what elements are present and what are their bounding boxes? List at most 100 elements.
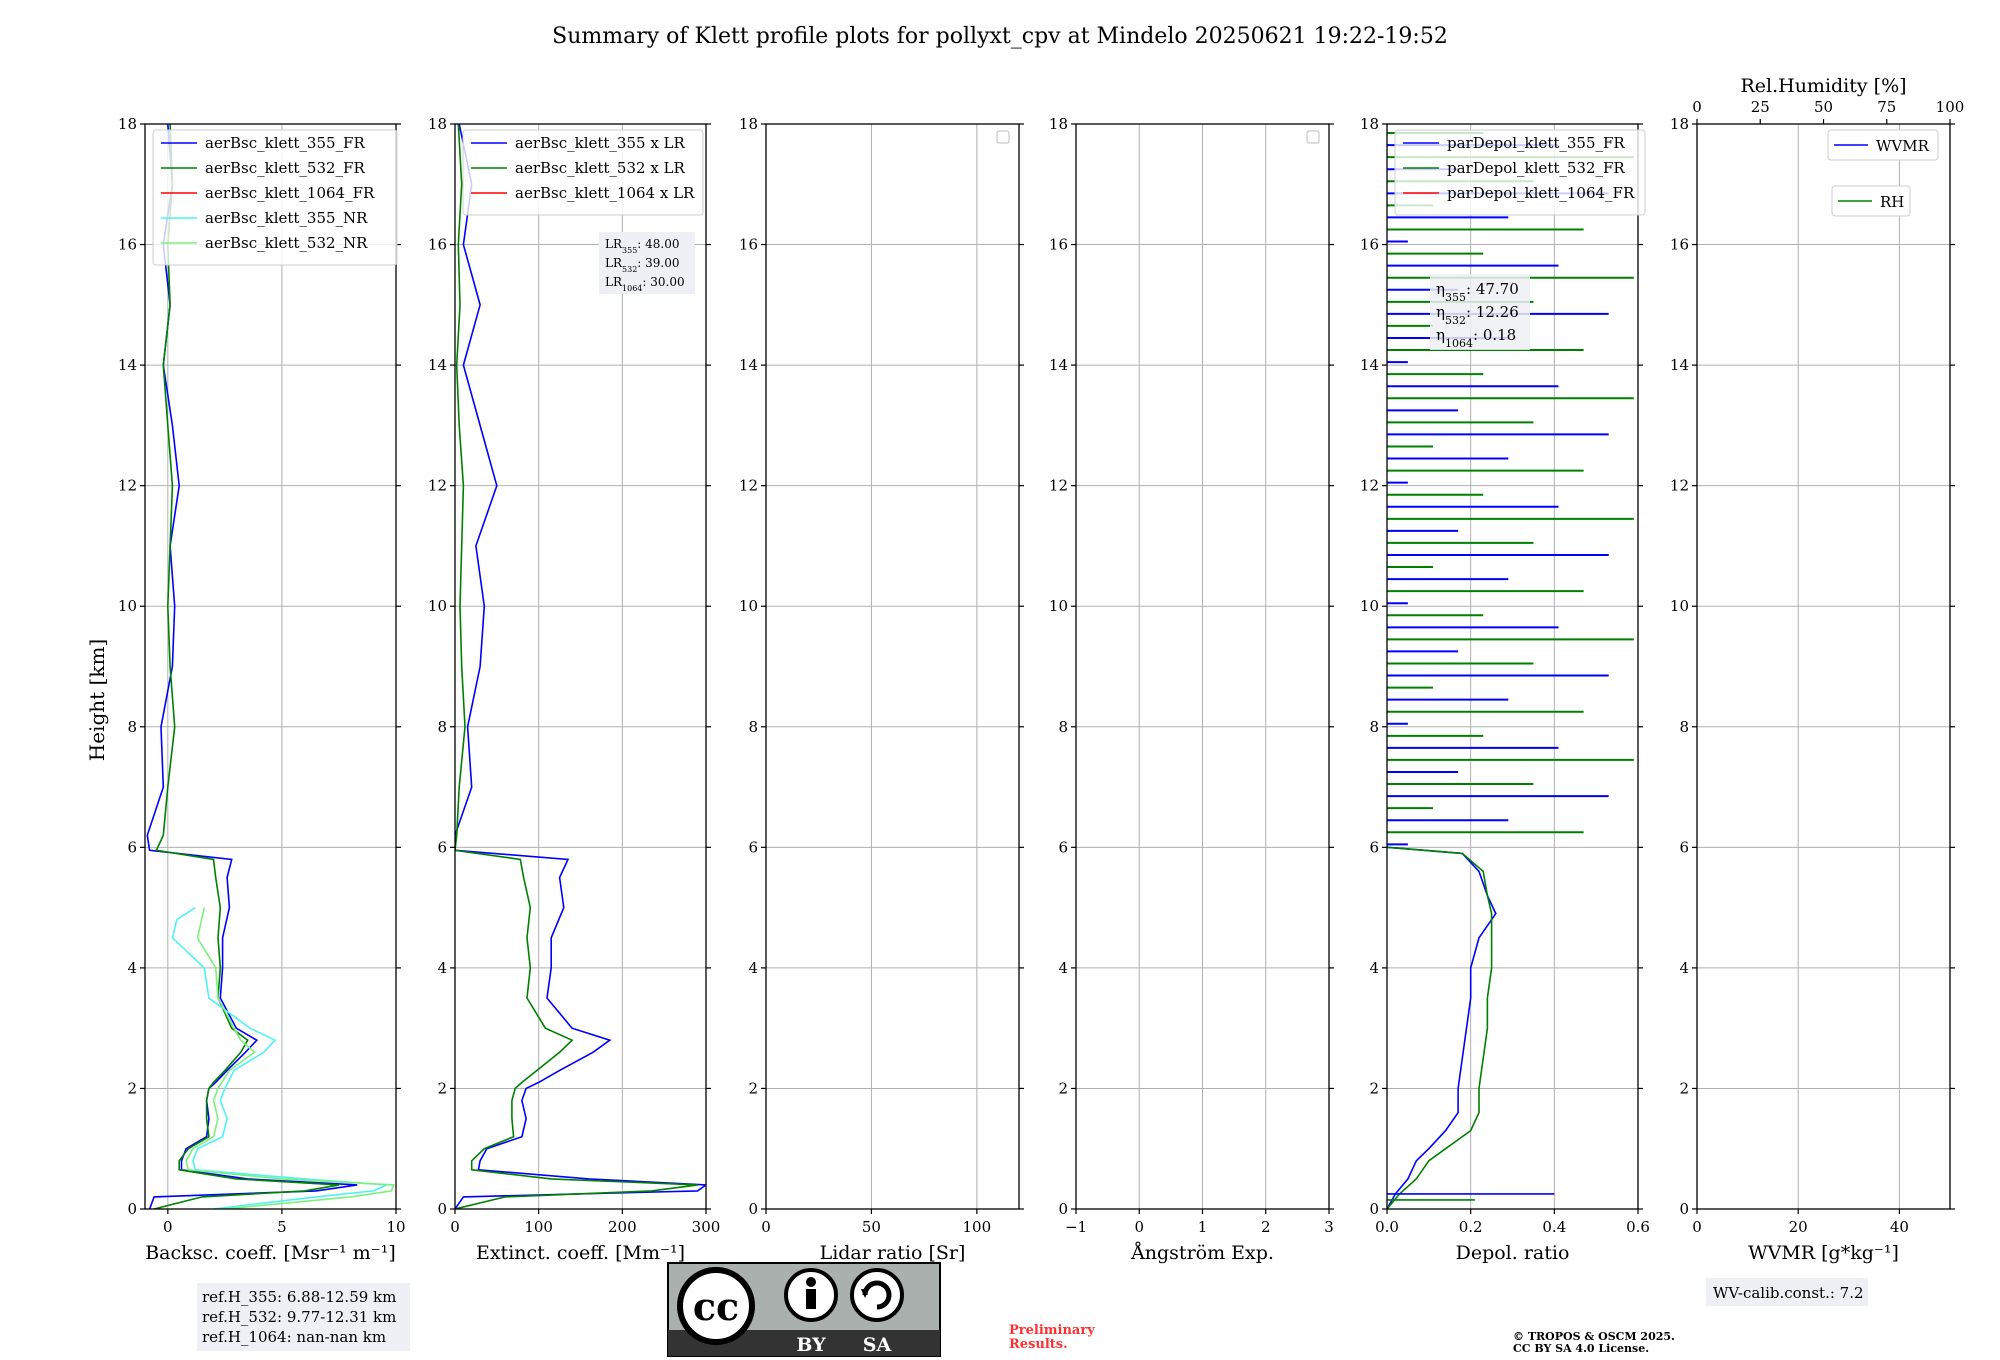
- y-tick-label: 14: [1360, 356, 1379, 374]
- y-tick-label: 4: [748, 959, 758, 977]
- y-tick-label: 18: [1049, 115, 1068, 133]
- x-tick-label: 3: [1324, 1218, 1334, 1236]
- y-tick-label: 10: [428, 597, 447, 615]
- copyright-text-1: © TROPOS & OSCM 2025.: [1513, 1330, 1675, 1343]
- y-tick-label: 10: [739, 597, 758, 615]
- x-axis-label: Depol. ratio: [1456, 1242, 1570, 1264]
- figure-title: Summary of Klett profile plots for polly…: [552, 24, 1448, 49]
- axes-frame: [1386, 123, 1639, 1210]
- annotation-box: [599, 232, 695, 294]
- annotation-text: WV-calib.const.: 7.2: [1713, 1284, 1864, 1302]
- series-line: [455, 124, 706, 1209]
- y-tick-label: 18: [1670, 115, 1689, 133]
- axes-frame: [144, 123, 397, 1210]
- y-tick-label: 8: [437, 718, 447, 736]
- legend-label: aerBsc_klett_532_FR: [205, 159, 365, 177]
- legend-label: aerBsc_klett_355_FR: [205, 134, 365, 152]
- x-tick-label: 10: [386, 1218, 405, 1236]
- x-tick-label: 0: [450, 1218, 460, 1236]
- y-tick-label: 2: [437, 1079, 447, 1097]
- cc-icon: [677, 1267, 755, 1345]
- x-axis-label: WVMR [g*kg⁻¹]: [1748, 1242, 1899, 1264]
- y-tick-label: 2: [1058, 1079, 1068, 1097]
- series-line: [1387, 846, 1493, 1209]
- x-tick-label: 0: [761, 1218, 771, 1236]
- panel-ext: 0 2 4 6 8 10 12 14 16 18 0 100 200 300 Extinct. coeff.…: [428, 115, 720, 1264]
- legend-label: aerBsc_klett_355 x LR: [515, 134, 686, 152]
- x-tick-label: 200: [608, 1218, 637, 1236]
- legend-label: parDepol_klett_355_FR: [1447, 134, 1625, 152]
- y-tick-label: 4: [1679, 959, 1689, 977]
- y-tick-label: 14: [428, 356, 447, 374]
- x-tick-label: 0.4: [1542, 1218, 1566, 1236]
- top-axis-label: Rel.Humidity [%]: [1740, 75, 1906, 97]
- annotation-text: ref.H_532: 9.77-12.31 km: [202, 1308, 396, 1326]
- legend-label: aerBsc_klett_532 x LR: [515, 159, 686, 177]
- y-tick-label: 12: [118, 477, 137, 495]
- x-tick-label: 0: [163, 1218, 173, 1236]
- y-tick-label: 6: [1679, 838, 1689, 856]
- y-tick-label: 18: [118, 115, 137, 133]
- y-tick-label: 4: [1058, 959, 1068, 977]
- x-tick-label: 5: [277, 1218, 287, 1236]
- y-tick-label: 16: [739, 236, 758, 254]
- y-tick-label: 2: [127, 1079, 137, 1097]
- legend-label: parDepol_klett_532_FR: [1447, 159, 1625, 177]
- top-tick-label: 100: [1936, 98, 1965, 116]
- y-tick-label: 12: [428, 477, 447, 495]
- y-tick-label: 8: [1369, 718, 1379, 736]
- x-tick-label: 300: [692, 1218, 721, 1236]
- y-axis-label: Height [km]: [85, 639, 109, 761]
- y-tick-label: 0: [127, 1200, 137, 1218]
- y-tick-label: 4: [437, 959, 447, 977]
- legend-label: RH: [1880, 193, 1904, 211]
- series-line: [153, 124, 340, 1209]
- y-tick-label: 2: [1369, 1079, 1379, 1097]
- cc-letters: cc: [693, 1284, 739, 1329]
- legend-label: aerBsc_klett_532_NR: [205, 234, 368, 252]
- y-tick-label: 18: [428, 115, 447, 133]
- y-tick-label: 10: [118, 597, 137, 615]
- legend-label: aerBsc_klett_1064 x LR: [515, 184, 695, 202]
- legend-box: [1394, 129, 1646, 216]
- annotation-text: LR1064: 30.00: [605, 275, 685, 293]
- y-tick-label: 18: [739, 115, 758, 133]
- series-line: [455, 124, 698, 1209]
- annotation-box: [1706, 1278, 1868, 1306]
- cc-license-badge: cc BY SA: [667, 1262, 941, 1357]
- x-tick-label: 1: [1198, 1218, 1208, 1236]
- series-line: [1387, 846, 1497, 1209]
- panel-lr: 0 2 4 6 8 10 12 14 16 18 0 50 100 Lidar ratio [Sr]: [739, 115, 1024, 1264]
- legend-box: [462, 129, 704, 216]
- y-tick-label: 2: [748, 1079, 758, 1097]
- panel-depol: 0 2 4 6 8 10 12 14 16 18 0.0 0.2 0.4 0.6 Depol. ratio p…: [1360, 115, 1650, 1264]
- x-tick-label: 2: [1261, 1218, 1271, 1236]
- legend-box: [152, 129, 398, 266]
- top-tick-label: 25: [1751, 98, 1770, 116]
- preliminary-text-1: Preliminary: [1009, 1323, 1095, 1338]
- axes-frame: [765, 123, 1020, 1210]
- y-tick-label: 2: [1679, 1079, 1689, 1097]
- y-tick-label: 14: [1049, 356, 1068, 374]
- annotation-box: [1430, 274, 1530, 350]
- x-axis-label: Lidar ratio [Sr]: [820, 1242, 966, 1264]
- preliminary-text-2: Results.: [1009, 1337, 1068, 1352]
- copyright-text-2: CC BY SA 4.0 License.: [1513, 1342, 1649, 1355]
- x-tick-label: 0: [1134, 1218, 1144, 1236]
- y-tick-label: 16: [428, 236, 447, 254]
- legend-box: [1827, 129, 1939, 161]
- share-alike-icon: [850, 1268, 904, 1322]
- y-tick-label: 18: [1360, 115, 1379, 133]
- series-group: [455, 124, 706, 1209]
- y-tick-label: 10: [1360, 597, 1379, 615]
- y-tick-label: 6: [127, 838, 137, 856]
- empty-legend: [996, 130, 1010, 144]
- y-tick-label: 12: [1049, 477, 1068, 495]
- legend-label: WVMR: [1876, 137, 1930, 155]
- y-tick-label: 0: [437, 1200, 447, 1218]
- y-tick-label: 8: [1679, 718, 1689, 736]
- panel-bsc: 0 2 4 6 8 10 12 14 16 18 0 5 10 Backsc. coeff. [Msr⁻¹…: [118, 115, 410, 1351]
- x-tick-label: 50: [862, 1218, 881, 1236]
